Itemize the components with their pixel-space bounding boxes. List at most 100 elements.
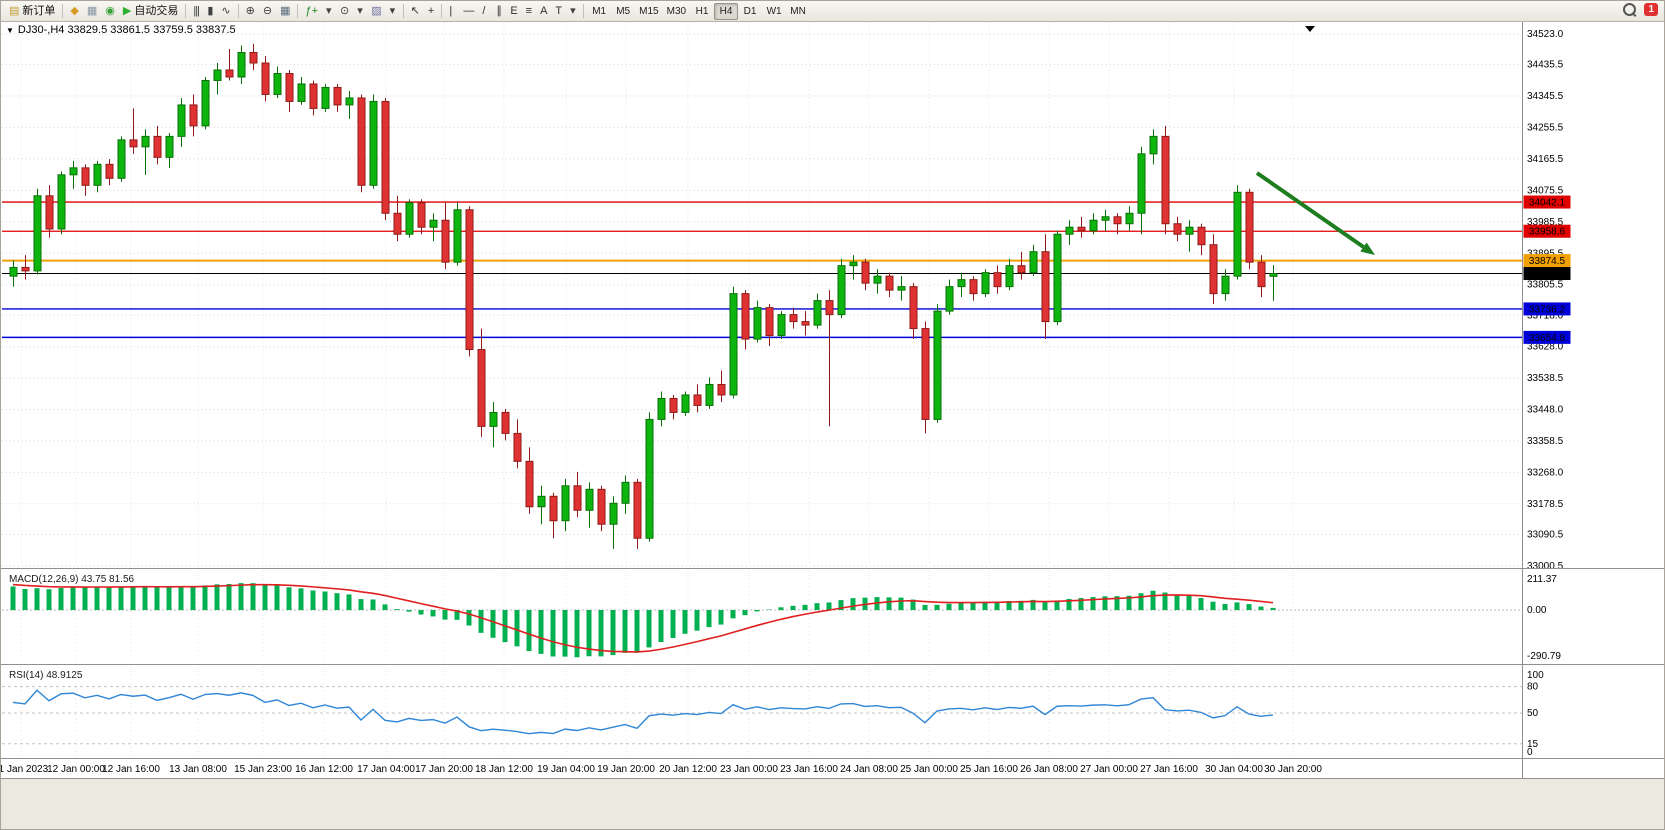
price-badge [1523,254,1571,268]
zoom-in-button[interactable]: ⊕ [242,3,259,20]
candle [261,56,270,102]
candle [693,384,702,413]
price-axis-label: 33538.5 [1527,373,1564,384]
price-axis-label: 33000.5 [1527,561,1564,572]
time-axis-label: 27 Jan 00:00 [1080,764,1138,775]
price-badge [1523,224,1571,238]
candle [777,311,786,340]
line-chart-type-button[interactable]: ∿ [217,3,234,20]
candle [525,447,534,514]
candle [1221,269,1230,301]
time-axis-label: 19 Jan 20:00 [597,764,655,775]
candle [21,255,30,280]
vertical-line-icon: | [449,4,453,17]
bar-chart-type-icon: ||| [193,4,200,17]
candle [297,76,306,105]
timeframe-m5-button[interactable]: M5 [611,3,635,20]
chart-title-text: DJ30-,H4 33829.5 33861.5 33759.5 33837.5 [17,24,236,36]
autotrading-button[interactable]: ▶ 自动交易 [119,3,182,20]
candlestick-type-button[interactable]: ▮ [203,3,217,20]
candles-layer [9,43,1278,549]
candle [573,471,582,518]
timeframe-m1-button[interactable]: M1 [587,3,611,20]
candle [1185,220,1194,252]
indicators-dropdown[interactable]: ▾ [322,3,336,20]
chart-shift-marker-icon[interactable] [1305,26,1315,32]
periods-dropdown[interactable]: ▾ [353,3,367,20]
alerts-icon: ◉ [105,4,115,17]
cursor-button[interactable]: ↖ [407,3,424,20]
time-axis-label: 23 Jan 16:00 [780,764,838,775]
periods-button[interactable]: ⊙ [336,3,353,20]
candle [441,202,450,270]
time-axis-label: 12 Jan 00:00 [47,764,105,775]
profiles-button[interactable]: ▦ [83,3,101,20]
vertical-line-button[interactable]: | [445,3,459,20]
candle [933,304,942,423]
candle [717,370,726,402]
candle [837,258,846,319]
shapes-button[interactable]: ≡ [522,3,536,20]
price-badge [1523,330,1571,344]
macd-signal-line [12,583,1274,653]
candle [69,160,78,189]
candle [309,80,318,116]
candle [153,125,162,165]
drawing-dropdown[interactable]: ▾ [566,3,580,20]
fibonacci-button[interactable]: E [506,3,521,20]
timeframe-mn-button[interactable]: MN [786,3,810,20]
tile-windows-button[interactable]: ▦ [276,3,294,20]
trend-arrow-annotation[interactable] [1255,171,1375,255]
indicators-button[interactable]: ƒ+ [301,3,322,20]
candle [165,132,174,168]
candle [177,97,186,147]
candle [369,94,378,189]
timeframe-h4-button[interactable]: H4 [714,2,739,20]
crosshair-button[interactable]: + [424,3,438,20]
bar-chart-type-button[interactable]: ||| [189,3,203,20]
price-badge [1523,267,1571,281]
timeframe-d1-button[interactable]: D1 [738,3,762,20]
candle [561,478,570,532]
channel-button[interactable]: ∥ [492,3,506,20]
shapes-icon: ≡ [525,4,533,17]
timeframe-m15-button[interactable]: M15 [635,3,662,20]
time-axis-label: 20 Jan 12:00 [659,764,717,775]
templates-dropdown[interactable]: ▾ [386,3,400,20]
alerts-button[interactable]: ◉ [101,3,119,20]
text-button[interactable]: A [536,3,551,20]
trendline-button[interactable]: / [478,3,492,20]
price-axis-label: 33805.5 [1527,280,1564,291]
candle [1173,216,1182,242]
candle [861,258,870,291]
new-order-button[interactable]: ▤ 新订单 [5,3,59,20]
time-axis-label: 24 Jan 08:00 [840,764,898,775]
rsi-line [12,689,1274,735]
periods-icon: ▾ [357,4,363,17]
line-chart-type-icon: ∿ [221,4,231,17]
candle [621,475,630,514]
timeframe-w1-button[interactable]: W1 [762,3,786,20]
candle [1065,220,1074,245]
candle [873,269,882,294]
candle [321,83,330,112]
candle [1197,223,1206,256]
macd-scale-max: 211.37 [1527,574,1557,585]
search-icon[interactable] [1623,3,1637,16]
toolbar-separator [441,4,443,18]
zoom-out-button[interactable]: ⊖ [259,3,276,20]
chart-list-button[interactable]: ◆ [66,3,82,20]
notification-badge[interactable]: 1 [1644,3,1658,16]
horizontal-line-button[interactable]: — [459,3,478,20]
price-axis-label: 34165.5 [1527,154,1564,165]
candle [957,272,966,298]
candle [141,129,150,175]
timeframe-h1-button[interactable]: H1 [690,3,714,20]
templates-button[interactable]: ▨ [367,3,385,20]
candle [405,199,414,238]
price-badge-label: 33874.5 [1529,256,1566,267]
timeframe-m30-button[interactable]: M30 [663,3,690,20]
arrows-button[interactable]: T [551,3,566,20]
